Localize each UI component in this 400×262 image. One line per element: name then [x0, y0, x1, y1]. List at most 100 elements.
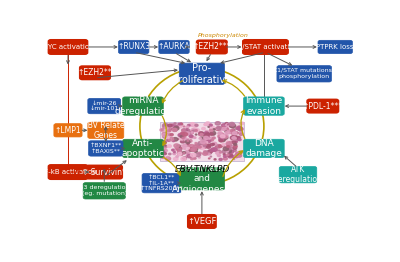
Circle shape	[169, 153, 171, 155]
Circle shape	[224, 135, 228, 137]
Circle shape	[210, 149, 214, 151]
Circle shape	[215, 122, 220, 125]
Circle shape	[228, 124, 230, 125]
Circle shape	[165, 145, 166, 146]
Circle shape	[220, 134, 223, 135]
Circle shape	[180, 123, 183, 125]
Circle shape	[168, 137, 174, 141]
Circle shape	[188, 156, 190, 157]
Circle shape	[194, 150, 198, 152]
Circle shape	[203, 140, 207, 142]
Circle shape	[204, 136, 206, 137]
Circle shape	[210, 144, 214, 146]
Circle shape	[226, 147, 231, 150]
Circle shape	[233, 159, 235, 160]
Circle shape	[167, 139, 170, 141]
Text: ↑LMP1: ↑LMP1	[55, 126, 81, 135]
Circle shape	[168, 126, 172, 128]
Circle shape	[212, 142, 217, 145]
Circle shape	[206, 144, 210, 147]
Circle shape	[173, 153, 176, 155]
Circle shape	[163, 135, 166, 137]
Circle shape	[232, 132, 237, 135]
Circle shape	[182, 152, 186, 154]
FancyBboxPatch shape	[243, 40, 288, 54]
Circle shape	[240, 151, 243, 153]
Circle shape	[173, 138, 178, 141]
Circle shape	[212, 137, 215, 139]
Circle shape	[179, 137, 184, 140]
Circle shape	[198, 146, 201, 148]
Text: Anti-
apoptotic: Anti- apoptotic	[122, 139, 164, 158]
Circle shape	[223, 136, 228, 139]
Circle shape	[180, 135, 184, 138]
Circle shape	[179, 133, 184, 136]
Circle shape	[204, 123, 208, 125]
Circle shape	[218, 150, 220, 152]
Circle shape	[203, 143, 206, 145]
Circle shape	[187, 154, 192, 158]
Circle shape	[161, 156, 164, 158]
Circle shape	[236, 156, 238, 158]
Circle shape	[178, 123, 181, 125]
Circle shape	[186, 132, 190, 134]
FancyBboxPatch shape	[83, 183, 125, 199]
Circle shape	[228, 146, 229, 147]
Circle shape	[206, 122, 210, 125]
Circle shape	[240, 131, 242, 133]
Circle shape	[179, 155, 181, 156]
Circle shape	[210, 132, 216, 135]
Circle shape	[228, 154, 232, 157]
Circle shape	[181, 157, 186, 161]
Circle shape	[214, 159, 216, 160]
Circle shape	[218, 135, 223, 138]
Circle shape	[236, 127, 241, 130]
FancyBboxPatch shape	[160, 122, 244, 161]
Circle shape	[165, 157, 171, 160]
Circle shape	[189, 150, 192, 151]
Circle shape	[160, 153, 163, 155]
Circle shape	[183, 157, 186, 160]
Circle shape	[199, 133, 202, 136]
FancyBboxPatch shape	[188, 215, 216, 228]
Circle shape	[213, 129, 215, 130]
FancyBboxPatch shape	[48, 165, 88, 179]
Circle shape	[208, 158, 210, 159]
Circle shape	[236, 154, 239, 155]
FancyBboxPatch shape	[118, 40, 149, 54]
Circle shape	[195, 130, 197, 132]
Circle shape	[203, 133, 207, 136]
Circle shape	[236, 137, 240, 139]
Circle shape	[228, 150, 234, 153]
Circle shape	[206, 135, 210, 138]
Circle shape	[231, 138, 236, 141]
Circle shape	[190, 148, 195, 151]
Circle shape	[238, 153, 240, 155]
Text: ↑AURKA: ↑AURKA	[158, 42, 190, 51]
Circle shape	[190, 124, 194, 127]
Circle shape	[199, 132, 204, 135]
Circle shape	[215, 147, 217, 148]
Circle shape	[161, 144, 166, 148]
Circle shape	[210, 129, 212, 130]
Circle shape	[175, 147, 178, 149]
FancyBboxPatch shape	[159, 40, 189, 54]
Text: ↑BCL1**
↑IL-1A**
↑TNFRS200**: ↑BCL1** ↑IL-1A** ↑TNFRS200**	[140, 175, 184, 192]
Circle shape	[187, 152, 188, 153]
Circle shape	[223, 157, 227, 160]
Circle shape	[220, 135, 225, 138]
Circle shape	[224, 130, 226, 132]
Circle shape	[208, 138, 210, 139]
Circle shape	[188, 129, 190, 130]
Circle shape	[210, 130, 211, 131]
Circle shape	[225, 123, 228, 124]
FancyBboxPatch shape	[307, 99, 338, 113]
Circle shape	[174, 127, 179, 130]
FancyBboxPatch shape	[88, 141, 123, 156]
FancyBboxPatch shape	[123, 139, 163, 158]
Circle shape	[181, 138, 182, 139]
Circle shape	[173, 129, 177, 131]
Circle shape	[228, 126, 230, 127]
Circle shape	[209, 124, 212, 126]
Circle shape	[211, 137, 212, 138]
